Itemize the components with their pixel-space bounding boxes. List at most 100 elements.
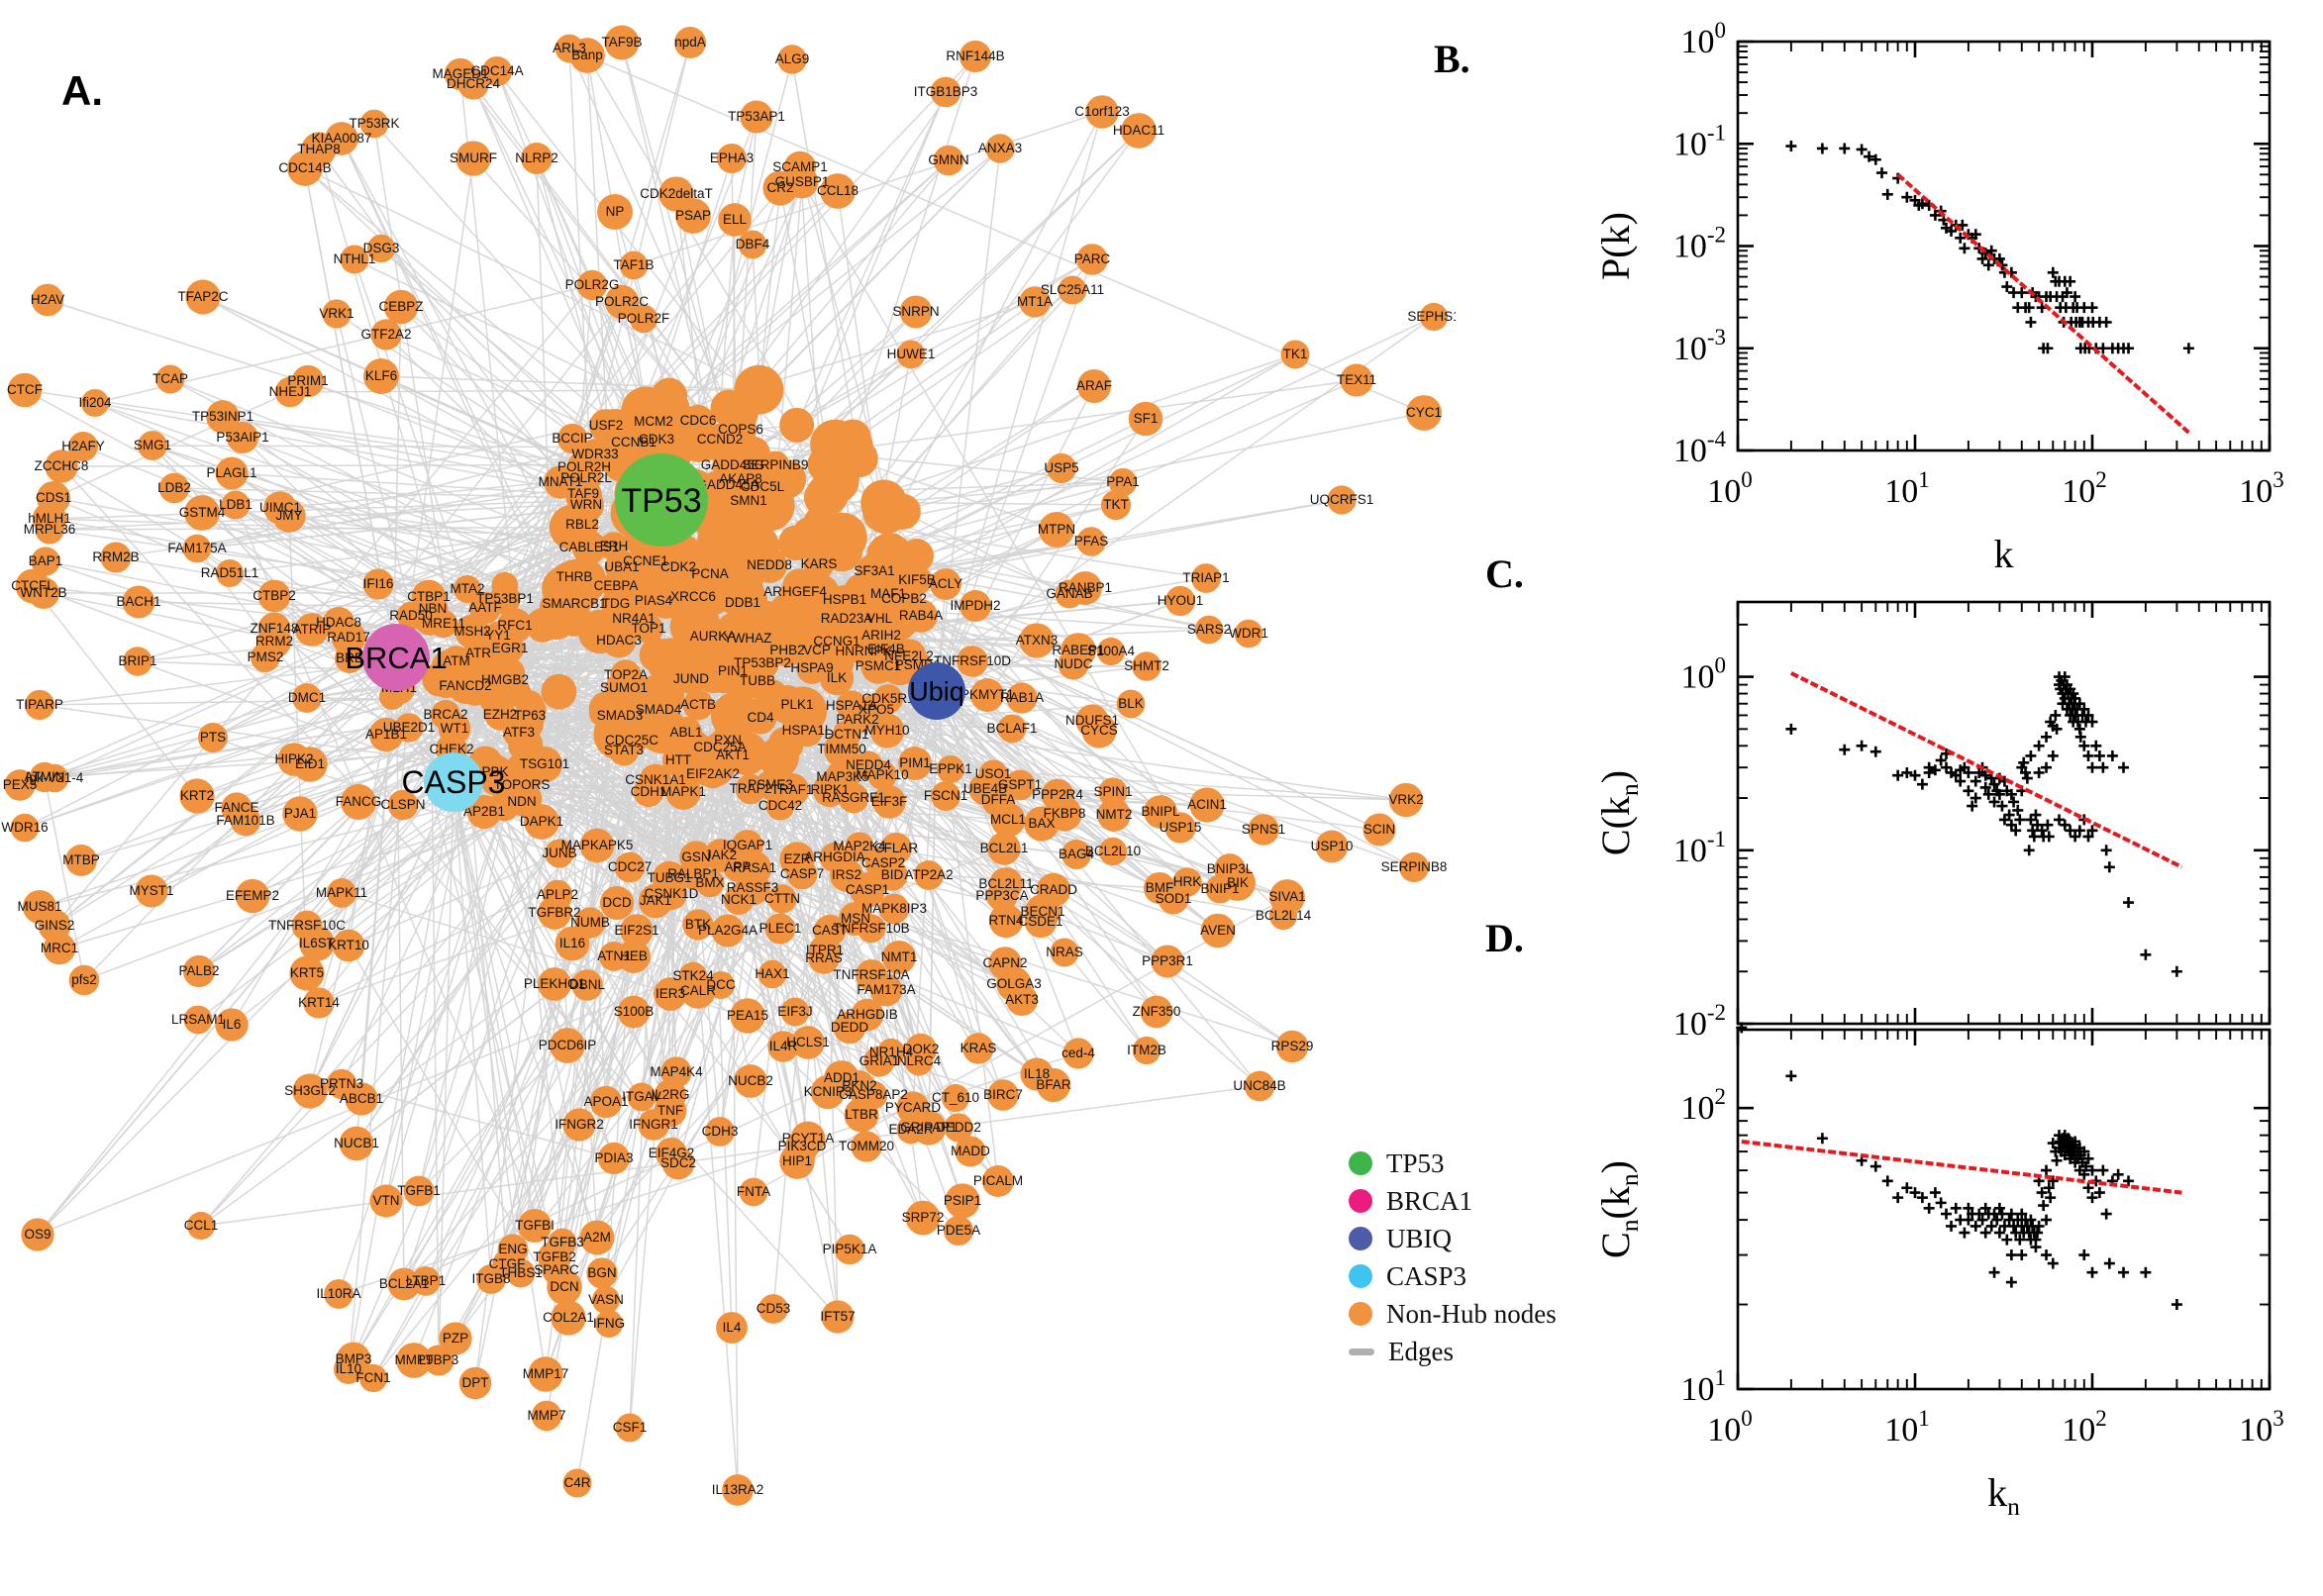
node-label: IL13RA2 [712, 1482, 764, 1497]
network-node [138, 431, 167, 460]
network-node [1200, 913, 1236, 948]
node-label: SMURF [450, 150, 497, 165]
node-label: BCL2A1 [379, 1276, 429, 1291]
node-label: ADD1 [824, 1070, 859, 1085]
network-node [135, 874, 168, 908]
node-label: MAPK1 [660, 784, 706, 799]
svg-text:10-1: 10-1 [1673, 120, 1726, 162]
node-label: PTS [200, 730, 226, 745]
network-node [287, 150, 323, 186]
node-label: S100A4 [1087, 644, 1136, 658]
svg-text:10-2: 10-2 [1673, 1000, 1726, 1043]
node-label: HIPK2 [274, 751, 313, 766]
network-node [487, 662, 523, 698]
node-label: IL10 [336, 1361, 361, 1376]
node-label: TNFRSF10B [833, 921, 909, 936]
node-label: FANCE [214, 800, 258, 815]
node-label: CDC27 [608, 859, 652, 874]
panel-label-c: C. [1485, 551, 1524, 596]
node-label: NFE2L2 [884, 648, 934, 663]
node-label: ZCCHC8 [35, 458, 89, 473]
network-node [1189, 787, 1225, 823]
node-label: CDH1 [631, 784, 667, 799]
node-label: CSDE1 [1018, 914, 1062, 929]
node-label: PHB2 [769, 643, 804, 657]
network-node [680, 973, 716, 1009]
network-node [933, 145, 964, 176]
node-label: USP5 [1044, 460, 1078, 475]
node-label: YWHAZ [724, 631, 772, 646]
node-label: CLSPN [380, 797, 425, 812]
network-node [786, 858, 818, 890]
node-label: USP15 [1160, 820, 1202, 835]
network-node [1097, 798, 1131, 832]
network-node [660, 549, 696, 585]
node-label: FCN1 [355, 1370, 390, 1385]
network-node [985, 134, 1015, 163]
network-node [717, 144, 747, 173]
node-label: RFC1 [497, 618, 532, 633]
node-label: RALBP1 [667, 866, 719, 881]
node-label: TP53RK [349, 116, 399, 131]
node-label: PJA1 [284, 806, 316, 821]
network-node [869, 973, 903, 1007]
node-label: HRK [1173, 874, 1202, 889]
node-label: RIPK1 [810, 782, 849, 797]
node-label: LDB1 [219, 497, 252, 512]
node-label: ACIN1 [1187, 797, 1227, 812]
node-label: CSNK1A1 [625, 772, 686, 787]
node-label: CDC42 [758, 798, 802, 813]
node-label: PSIP1 [944, 1193, 981, 1208]
panel-label-b: B. [1434, 37, 1470, 81]
network-node [914, 860, 944, 890]
network-node [808, 943, 840, 974]
node-label: NEDD4 [846, 757, 891, 772]
network-node [597, 1142, 631, 1175]
network-node [711, 914, 745, 948]
network-node [492, 1249, 522, 1279]
svg-text:10-2: 10-2 [1673, 223, 1726, 265]
network-node [1132, 651, 1162, 681]
node-label: PPA1 [1106, 474, 1140, 489]
network-node [524, 804, 559, 840]
node-label: UBA1 [604, 559, 639, 574]
network-node [334, 1354, 363, 1384]
node-label: C1orf123 [1074, 104, 1130, 119]
node-label: IER3 [656, 986, 685, 1001]
node-label: CDC6 [680, 413, 717, 428]
network-node [779, 1144, 815, 1179]
network-node [227, 422, 258, 453]
node-label: PBK [481, 764, 508, 779]
network-node [879, 832, 913, 865]
network-node [844, 1097, 879, 1133]
node-label: AATF [468, 600, 502, 615]
network-node [396, 1343, 432, 1378]
network-node [332, 929, 365, 962]
node-label: RRM2B [92, 549, 139, 564]
node-label: MAP2K4 [833, 839, 886, 853]
node-label: JAK1 [640, 893, 671, 908]
network-node [617, 426, 651, 459]
node-label: NHEJ1 [269, 384, 312, 399]
network-node [1158, 883, 1189, 915]
network-node [43, 932, 76, 965]
svg-text:103: 103 [2239, 1406, 2284, 1448]
node-label: PKN2 [842, 1078, 876, 1093]
node-label: BRCA2 [423, 707, 467, 722]
node-label: BCL2L14 [1256, 908, 1312, 923]
node-label: KRT2 [180, 788, 214, 803]
network-node [1194, 615, 1224, 645]
node-label: TGFBI [515, 1218, 555, 1233]
node-label: KLF6 [365, 368, 397, 383]
legend-label: UBIQ [1386, 1223, 1452, 1253]
node-label: HAX1 [755, 966, 789, 981]
network-node [743, 666, 772, 696]
hub-label: Ubiq [909, 676, 964, 706]
network-node [1039, 512, 1074, 548]
node-label: BCCIP [552, 431, 592, 446]
node-label: HIP1 [782, 1153, 812, 1168]
network-node [764, 913, 796, 945]
node-label: SPIN1 [1093, 784, 1132, 799]
node-label: TNFRSF10A [833, 967, 909, 982]
network-node [31, 283, 64, 317]
